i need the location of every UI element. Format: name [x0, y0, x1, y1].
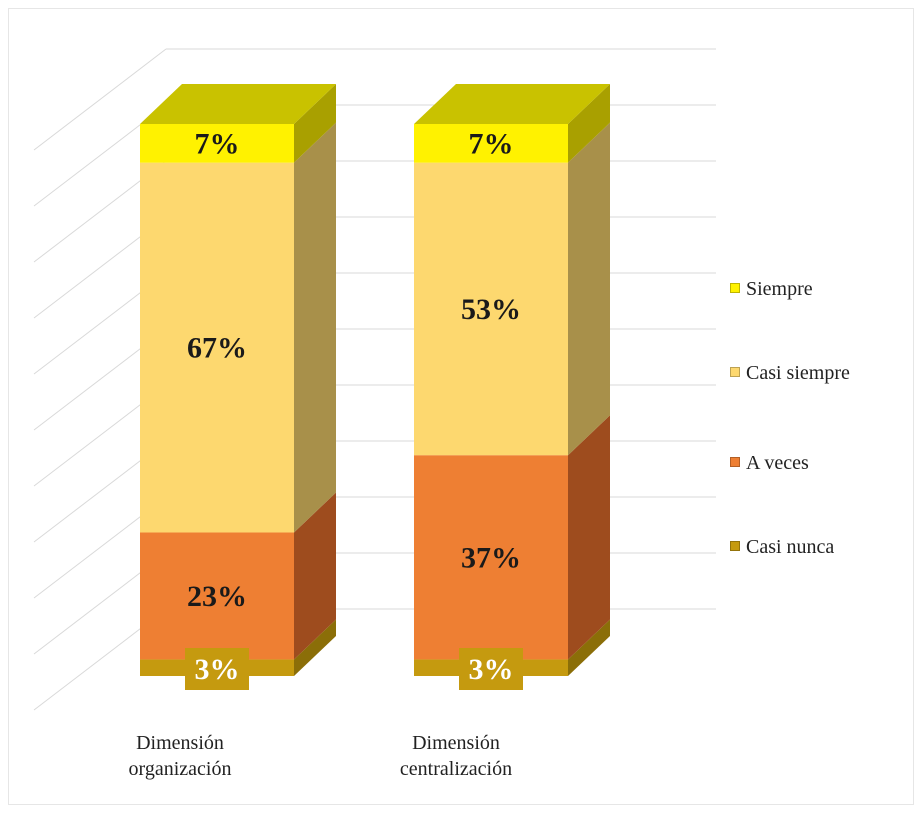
legend-swatch [730, 283, 740, 293]
data-label: 37% [461, 541, 521, 574]
data-label: 7% [469, 127, 514, 160]
data-label-box [459, 648, 523, 690]
x-tick-label-line: centralización [399, 758, 513, 780]
bar-top [140, 84, 336, 124]
data-label: 7% [195, 127, 240, 160]
bar-segment-casi-siempre [414, 162, 568, 456]
bar-segment-siempre [140, 124, 294, 163]
bar-side-casi-siempre [294, 122, 336, 533]
gridline-side [33, 48, 167, 151]
legend-swatch [730, 541, 740, 551]
x-tick-label-line: organización [128, 758, 232, 780]
x-tick-label-centralizacion: Dimensión centralización [346, 730, 566, 782]
legend-item-siempre: Siempre [730, 277, 813, 301]
legend-swatch [730, 457, 740, 467]
data-label-box [185, 648, 249, 690]
bar-side-siempre [568, 84, 610, 163]
x-tick-label-line: Dimensión [412, 732, 500, 754]
x-tick-label-line: Dimensión [136, 732, 224, 754]
legend-swatch [730, 367, 740, 377]
bar-side-a-veces [568, 415, 610, 660]
bar-side-casi-siempre [568, 122, 610, 456]
data-label: 67% [187, 332, 247, 365]
legend-label: Casi nunca [746, 536, 835, 558]
data-label: 53% [461, 293, 521, 326]
bar-segment-a-veces [140, 532, 294, 660]
x-tick-label-organizacion: Dimensión organización [70, 730, 290, 782]
legend-item-casi-siempre: Casi siempre [730, 361, 850, 385]
bar-segment-a-veces [414, 455, 568, 660]
data-label: 3% [195, 653, 240, 686]
legend-label: Casi siempre [746, 362, 850, 384]
legend-label: Siempre [746, 278, 813, 300]
chart-frame [8, 8, 914, 805]
bar-side-casi-nunca [294, 619, 336, 676]
bar-side-siempre [294, 84, 336, 163]
legend-item-a-veces: A veces [730, 451, 809, 475]
bar-side-a-veces [294, 492, 336, 660]
legend-label: A veces [746, 452, 809, 474]
legend-item-casi-nunca: Casi nunca [730, 535, 834, 559]
bar-side-casi-nunca [568, 619, 610, 676]
bar-segment-siempre [414, 124, 568, 163]
bar-top [414, 84, 610, 124]
data-label: 3% [469, 653, 514, 686]
bar-segment-casi-siempre [140, 162, 294, 533]
data-label: 23% [187, 580, 247, 613]
